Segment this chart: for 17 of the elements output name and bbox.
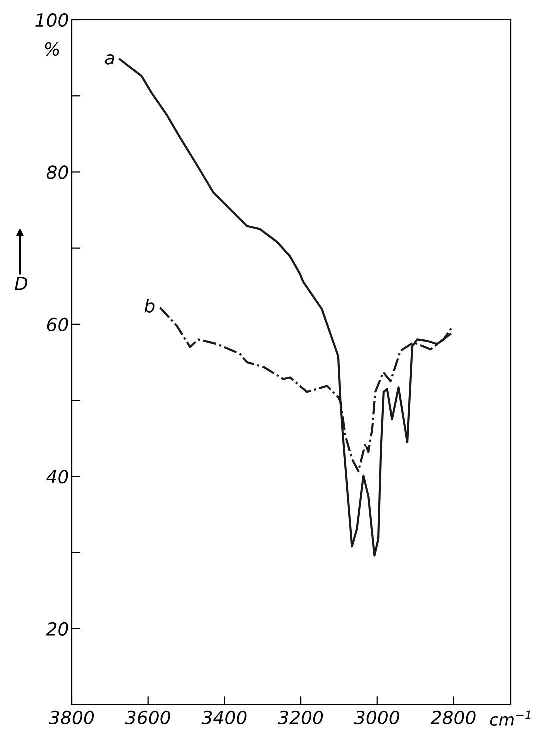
- y-tick-label: 60: [47, 318, 68, 332]
- x-tick-label: 3800: [49, 710, 94, 725]
- line-series: [119, 58, 452, 557]
- x-axis-title: cm$^{−1}$: [490, 710, 531, 726]
- y-tick-label: 80: [46, 166, 68, 180]
- y-tick-label: 40: [46, 470, 68, 484]
- series-label: a: [105, 54, 114, 65]
- series-label: b: [144, 298, 155, 313]
- y-tick-label: 20: [46, 622, 68, 636]
- text: %: [45, 42, 60, 56]
- x-tick-label: 3000: [354, 710, 400, 725]
- x-tick-label: 3200: [278, 710, 324, 725]
- y-axis-title: D: [15, 277, 28, 290]
- x-tick-label: 3400: [202, 710, 247, 725]
- y-tick-label: 100: [36, 13, 68, 28]
- x-tick-label: 3600: [125, 710, 170, 725]
- x-tick-label: 2800: [430, 710, 476, 725]
